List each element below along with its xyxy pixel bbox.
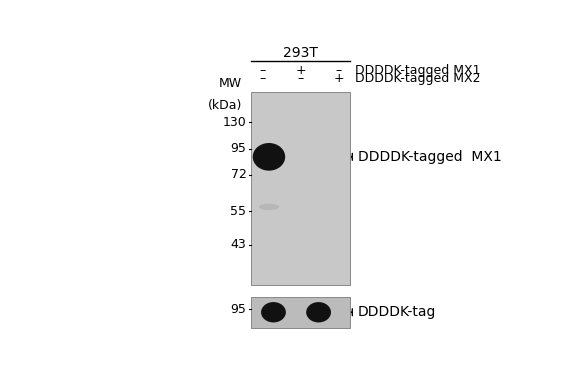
Text: –: – (297, 72, 304, 85)
Text: +: + (333, 72, 344, 85)
Text: DDDDK-tagged  MX1: DDDDK-tagged MX1 (358, 150, 502, 164)
Bar (251, 92, 350, 285)
Ellipse shape (253, 143, 285, 170)
Text: DDDDK-tag: DDDDK-tag (358, 305, 436, 319)
Text: +: + (295, 64, 306, 77)
Text: DDDDK-tagged MX2: DDDDK-tagged MX2 (354, 72, 480, 85)
Text: (kDa): (kDa) (208, 99, 242, 112)
Text: MW: MW (219, 77, 242, 90)
Ellipse shape (306, 302, 331, 322)
Text: –: – (259, 72, 265, 85)
Text: 43: 43 (230, 238, 246, 251)
Text: –: – (336, 64, 342, 77)
Text: 130: 130 (223, 116, 246, 129)
Text: DDDDK-tagged MX1: DDDDK-tagged MX1 (354, 64, 480, 77)
Text: 95: 95 (230, 142, 246, 155)
Text: 55: 55 (230, 205, 246, 218)
Text: 293T: 293T (283, 46, 318, 60)
Ellipse shape (259, 204, 279, 210)
Text: –: – (259, 64, 265, 77)
Bar (251, 297, 350, 328)
Text: 72: 72 (230, 168, 246, 181)
Ellipse shape (261, 302, 286, 322)
Text: 95: 95 (230, 303, 246, 316)
